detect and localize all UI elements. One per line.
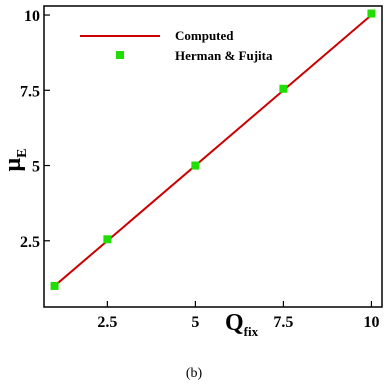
svg-text:μE: μE [0,149,30,172]
data-point-herman-fujita [279,84,288,93]
figure-caption: (b) [186,366,203,381]
y-tick-label: 7.5 [20,83,40,100]
legend-label-herman-fujita: Herman & Fujita [175,48,273,63]
data-point-herman-fujita [367,9,376,18]
plot-frame [43,5,383,308]
axis-ticks: 2.5 5 7.5 10 2.5 5 7.5 10 [20,8,379,331]
x-axis-title: Qfix [225,310,259,339]
x-axis-label: Q [225,310,244,336]
x-tick-label: 2.5 [97,314,117,331]
x-tick-label: 7.5 [273,314,293,331]
x-tick-label: 10 [363,314,379,331]
series-layer [50,9,376,290]
data-point-herman-fujita [103,235,112,244]
x-axis-subscript: fix [244,324,259,339]
legend-marker-herman-fujita [116,51,124,59]
y-axis-title: μE [0,149,30,172]
y-axis-label: μ [0,157,26,171]
y-tick-label: 10 [24,8,40,25]
y-axis-subscript: E [15,149,30,158]
y-tick-label: 2.5 [20,234,40,251]
legend-label-computed: Computed [175,28,234,43]
legend: Computed Herman & Fujita [80,28,273,63]
y-tick-label: 5 [32,159,40,176]
data-point-herman-fujita [50,281,59,290]
data-point-herman-fujita [191,161,200,170]
x-tick-label: 5 [191,314,199,331]
